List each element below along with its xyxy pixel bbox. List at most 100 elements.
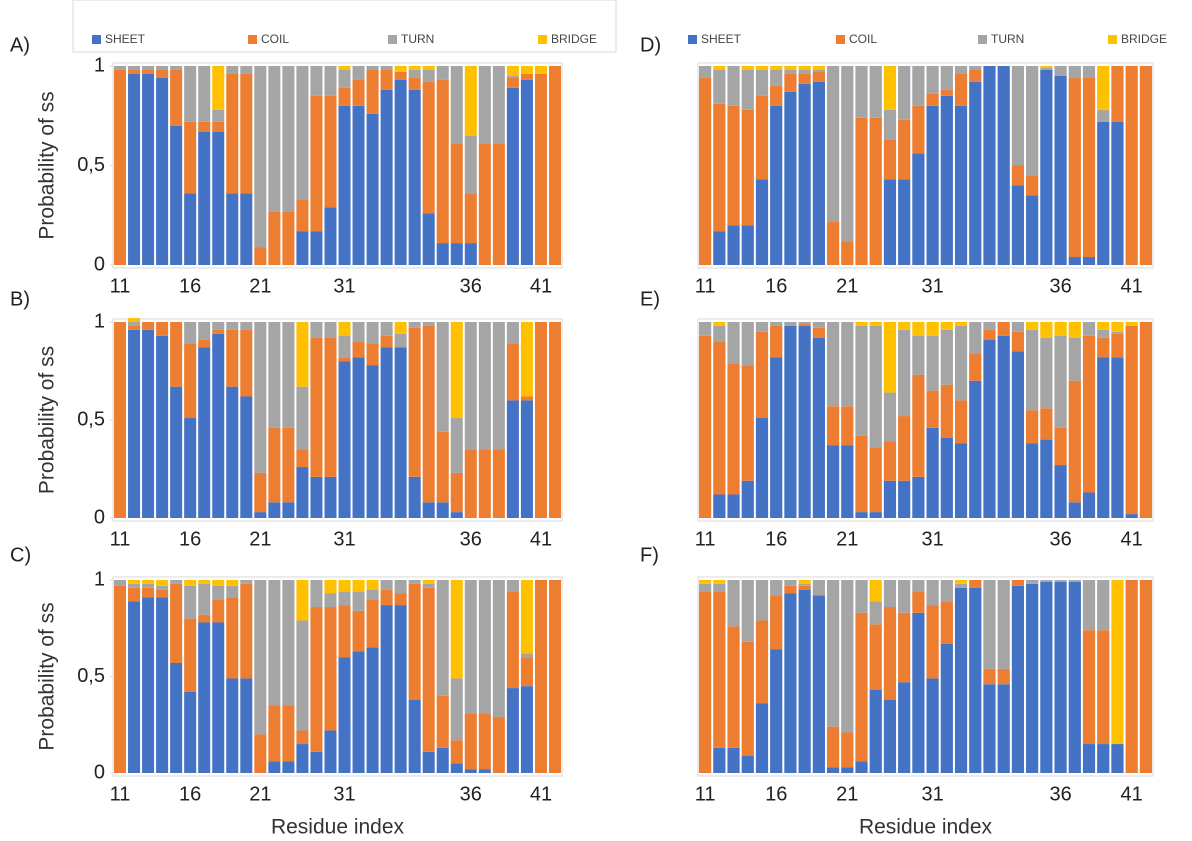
bar-segment <box>812 327 825 338</box>
bar-segment <box>770 69 783 86</box>
bar-segment <box>198 614 211 623</box>
x-tick-label: 31 <box>921 275 943 297</box>
bar-segment <box>226 585 239 598</box>
bar-segment <box>784 69 797 74</box>
bar-segment <box>408 583 421 700</box>
bar-segment <box>520 73 533 80</box>
bar-segment <box>699 591 712 773</box>
legend-frame <box>72 0 617 53</box>
bar-segment <box>954 583 968 588</box>
bar-segment <box>713 341 726 495</box>
bar-segment <box>310 322 323 338</box>
bar-segment <box>727 105 740 226</box>
bar-segment <box>296 620 309 731</box>
bar-segment <box>713 580 726 584</box>
bar-segment <box>841 445 854 518</box>
plot-frame <box>697 576 1154 777</box>
bar-segment <box>142 587 155 598</box>
bar-segment <box>464 135 477 194</box>
bar-segment <box>212 322 225 330</box>
bar-segment <box>912 580 925 592</box>
bar-segment <box>1040 69 1053 265</box>
bar-segment <box>324 207 337 265</box>
panel-title: F) <box>640 544 659 566</box>
bar-segment <box>1111 357 1124 518</box>
bar-segment <box>784 322 797 326</box>
bar-segment <box>156 580 169 586</box>
bar-segment <box>212 109 225 122</box>
bar-segment <box>926 66 939 94</box>
bar-segment <box>226 678 239 773</box>
bar-segment <box>534 73 547 266</box>
bar-segment <box>478 66 491 144</box>
bar-segment <box>983 668 996 685</box>
bar-segment <box>156 69 169 78</box>
bar-segment <box>912 105 925 154</box>
bar-segment <box>727 322 740 364</box>
bar-segment <box>770 322 783 326</box>
bar-segment <box>770 85 783 106</box>
bar-segment <box>1026 66 1039 176</box>
bar-segment <box>869 117 882 266</box>
bar-segment <box>869 580 882 602</box>
x-tick-label: 41 <box>530 275 552 297</box>
bar-segment <box>940 437 953 518</box>
bar-segment <box>741 322 754 366</box>
bar-segment <box>296 744 309 773</box>
bar-segment <box>548 322 561 518</box>
bar-segment <box>366 66 379 70</box>
bar-segment <box>128 583 141 588</box>
bar-segment <box>268 211 281 265</box>
bar-segment <box>940 580 953 602</box>
x-tick-label: 16 <box>179 528 201 550</box>
bar-segment <box>380 347 393 518</box>
bar-segment <box>520 580 533 654</box>
bar-segment <box>226 597 239 679</box>
bar-segment <box>408 69 421 78</box>
bar-segment <box>338 361 351 518</box>
bar-segment <box>170 66 183 70</box>
bar-segment <box>324 607 337 731</box>
bar-segment <box>1097 109 1110 122</box>
bar-segment <box>1082 322 1096 336</box>
bar-segment <box>812 66 825 70</box>
bar-segment <box>156 77 169 265</box>
bar-segment <box>170 69 183 126</box>
bar-segment <box>338 357 351 362</box>
bar-segment <box>969 322 982 354</box>
x-tick-label: 36 <box>460 528 482 550</box>
bar-segment <box>699 583 712 592</box>
bar-segment <box>912 322 925 336</box>
bar-segment <box>713 69 726 104</box>
bar-segment <box>1011 185 1025 265</box>
bar-segment <box>394 580 407 594</box>
bar-segment <box>366 580 379 590</box>
bar-segment <box>198 339 211 348</box>
bar-segment <box>713 103 726 232</box>
bar-segment <box>534 580 547 773</box>
x-tick-label: 36 <box>1049 275 1071 297</box>
bar-segment <box>969 353 982 381</box>
bar-segment <box>727 626 740 748</box>
bar-segment <box>798 322 811 324</box>
bar-segment <box>755 66 769 70</box>
bar-segment <box>114 585 127 773</box>
bar-segment <box>520 653 533 658</box>
bar-segment <box>212 121 225 132</box>
bar-segment <box>184 322 197 344</box>
bar-segment <box>450 472 463 513</box>
bar-segment <box>798 83 811 265</box>
bar-segment <box>156 597 169 773</box>
bar-segment <box>296 66 309 200</box>
bar-segment <box>310 66 323 96</box>
bar-segment <box>826 580 840 727</box>
bar-segment <box>436 79 449 244</box>
bar-segment <box>883 66 897 110</box>
bar-segment <box>324 476 337 518</box>
bar-segment <box>883 580 897 608</box>
bar-segment <box>268 502 281 518</box>
y-tick-label: 1 <box>94 310 105 332</box>
bar-segment <box>254 512 267 518</box>
bar-segment <box>1054 335 1067 428</box>
